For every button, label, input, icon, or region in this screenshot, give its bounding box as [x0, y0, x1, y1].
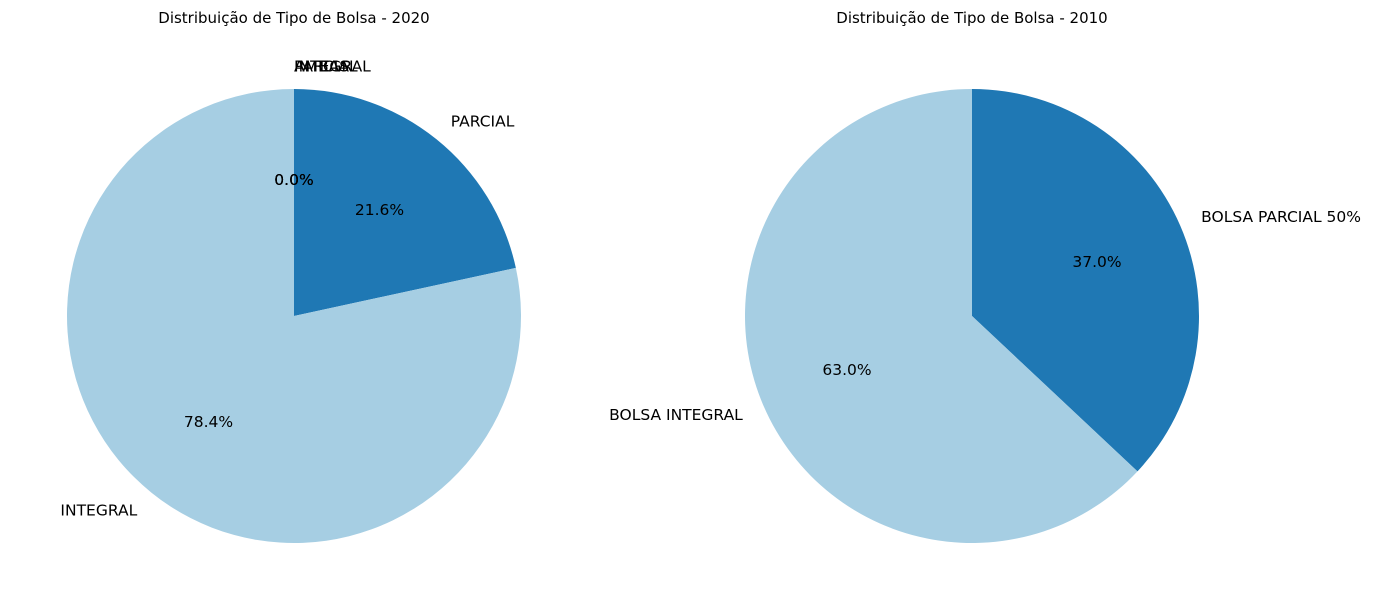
pie-slice-2010-1: [744, 89, 1138, 543]
slice-label-2020-2: INTEGRAL: [294, 57, 371, 75]
slice-label-2020-3: PARCIAL: [294, 57, 358, 75]
slice-percent-2020-0: 21.6%: [355, 201, 404, 219]
slice-percent-2020-4: 0.0%: [274, 171, 313, 189]
chart-title-2020: Distribuição de Tipo de Bolsa - 2020: [158, 9, 429, 27]
slice-label-2010-0: BOLSA PARCIAL 50%: [1201, 208, 1361, 226]
slice-label-2020-4: AMBAS: [294, 57, 349, 75]
pie-chart-2020: Distribuição de Tipo de Bolsa - 2020 PAR…: [60, 9, 522, 543]
pie-chart-2010: Distribuição de Tipo de Bolsa - 2010 BOL…: [609, 9, 1361, 543]
slice-label-2020-0: PARCIAL: [451, 113, 515, 131]
chart-title-2010: Distribuição de Tipo de Bolsa - 2010: [836, 9, 1107, 27]
slice-percent-2020-3: 0.0%: [274, 171, 313, 189]
pie-slice-2020-1: [66, 89, 522, 543]
slice-label-2020-1: INTEGRAL: [60, 501, 137, 519]
pie-slice-2020-0: [294, 89, 516, 316]
slice-percent-2010-0: 37.0%: [1072, 253, 1121, 271]
slice-percent-2020-1: 78.4%: [184, 413, 233, 431]
slice-percent-2020-2: 0.0%: [274, 171, 313, 189]
pie-slice-2010-0: [972, 89, 1199, 472]
slice-label-2010-1: BOLSA INTEGRAL: [609, 406, 743, 424]
slice-percent-2010-1: 63.0%: [822, 361, 871, 379]
